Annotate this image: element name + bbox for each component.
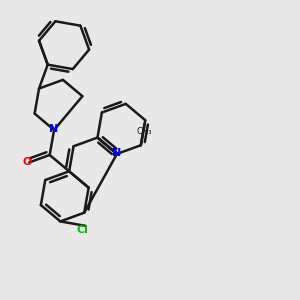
Text: Cl: Cl bbox=[77, 225, 88, 235]
Text: N: N bbox=[50, 124, 59, 134]
Text: N: N bbox=[112, 148, 122, 158]
Text: CH₃: CH₃ bbox=[137, 127, 152, 136]
Text: O: O bbox=[23, 158, 32, 167]
